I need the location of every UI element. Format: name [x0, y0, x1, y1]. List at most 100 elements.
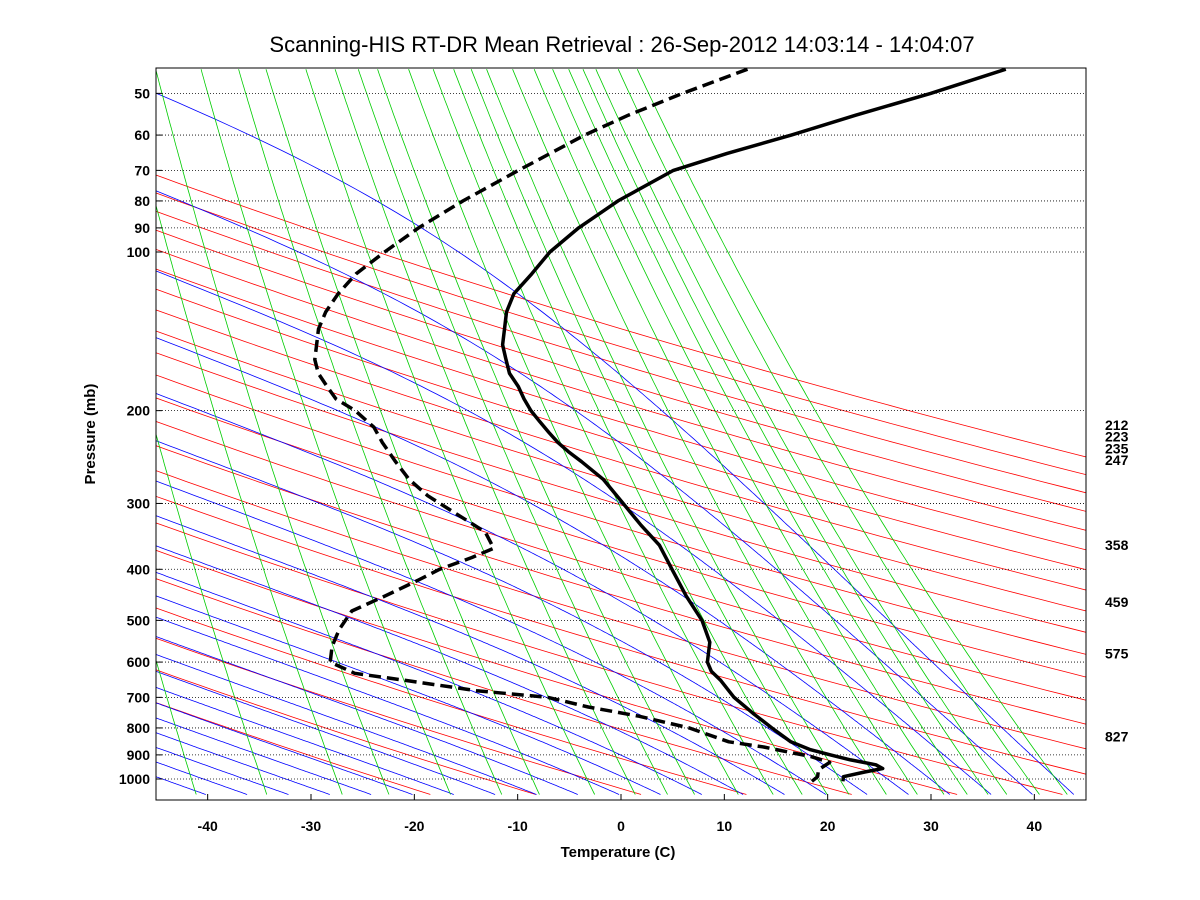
- level-label: 212: [1105, 417, 1129, 433]
- level-label: 358: [1105, 537, 1129, 553]
- dry-adiabat: [156, 578, 852, 795]
- mixing-ratio-line: [636, 69, 1068, 795]
- moist-adiabat: [156, 515, 785, 795]
- y-tick-label: 50: [134, 85, 150, 101]
- dry-adiabat: [156, 174, 1086, 458]
- mixing-ratio-line: [568, 69, 968, 795]
- dry-adiabat: [156, 248, 1086, 531]
- x-tick-label: -40: [198, 818, 218, 834]
- y-axis-ticks: 50 60 70 80 90 100 200 300 400 500 600 700 800 900 100…: [119, 85, 162, 787]
- moist-adiabat: [156, 440, 868, 795]
- mixing-ratio-line: [470, 69, 828, 795]
- y-tick-label: 900: [127, 747, 151, 763]
- moist-adiabat: [156, 545, 744, 795]
- mixing-ratio-line: [156, 432, 268, 795]
- x-axis-label: Temperature (C): [561, 844, 676, 861]
- mixing-ratio-line: [334, 69, 636, 795]
- x-tick-label: -20: [404, 818, 424, 834]
- moist-adiabat: [156, 761, 248, 795]
- mixing-ratio-line: [156, 204, 343, 795]
- moist-adiabat: [156, 480, 826, 795]
- level-label: 235: [1105, 441, 1129, 457]
- mixing-ratio-line: [552, 69, 945, 795]
- mixing-ratio-line: [453, 69, 803, 795]
- level-label: 575: [1105, 645, 1129, 661]
- dry-adiabat: [156, 330, 1086, 612]
- chart-title: Scanning-HIS RT-DR Mean Retrieval : 26-S…: [269, 32, 974, 57]
- level-label: 459: [1105, 594, 1129, 610]
- dry-adiabat: [156, 309, 1086, 591]
- mixing-ratio-line: [238, 69, 503, 795]
- x-tick-label: 30: [923, 818, 939, 834]
- dry-adiabat: [156, 374, 1086, 655]
- sounding-profiles: [313, 68, 1007, 783]
- dry-adiabat: [156, 607, 747, 795]
- dry-adiabat: [156, 522, 1063, 795]
- x-tick-label: -30: [301, 818, 321, 834]
- y-axis-label: Pressure (mb): [82, 384, 99, 485]
- mixing-ratio-line: [200, 69, 451, 795]
- mixing-ratio-line: [408, 69, 739, 795]
- mixing-ratio-line: [156, 658, 197, 795]
- dry-adiabat: [156, 445, 1086, 725]
- y-tick-label: 100: [127, 244, 151, 260]
- moist-adiabat: [156, 571, 702, 795]
- y-tick-label: 1000: [119, 771, 150, 787]
- y-tick-label: 700: [127, 689, 151, 705]
- dry-adiabat: [156, 470, 1086, 750]
- plot-frame: [155, 67, 1087, 801]
- dry-adiabat: [156, 229, 1086, 512]
- moist-adiabat: [156, 746, 289, 795]
- dry-adiabat: [156, 421, 1086, 701]
- y-tick-label: 60: [134, 127, 150, 143]
- y-tick-label: 600: [127, 654, 151, 670]
- y-tick-label: 800: [127, 720, 151, 736]
- mixing-ratio-line: [512, 69, 887, 795]
- moist-adiabat: [156, 190, 1033, 795]
- y-tick-label: 200: [127, 403, 151, 419]
- moist-adiabat: [156, 393, 909, 795]
- y-tick-label: 400: [127, 561, 151, 577]
- dry-adiabat: [156, 210, 1086, 494]
- dry-adiabat: [156, 495, 1086, 775]
- moist-adiabat: [156, 92, 1075, 795]
- moist-adiabat: [156, 270, 992, 795]
- mixing-ratio-line: [357, 69, 668, 795]
- x-tick-label: -10: [508, 818, 528, 834]
- dry-adiabat: [156, 268, 1086, 551]
- y-tick-label: 300: [127, 495, 151, 511]
- moist-adiabat: [156, 670, 496, 795]
- moist-adiabat: [156, 595, 661, 795]
- temperature-profile-line: [500, 68, 1007, 782]
- moist-adiabat: [156, 337, 951, 795]
- level-label: 827: [1105, 729, 1129, 745]
- x-tick-label: 20: [820, 818, 836, 834]
- y-tick-label: 70: [134, 162, 150, 178]
- moist-adiabat: [156, 717, 372, 795]
- mixing-ratio-line: [156, 69, 390, 795]
- mixing-ratio-line: [617, 69, 1040, 795]
- moist-adiabat: [156, 616, 620, 795]
- level-label: 247: [1105, 452, 1129, 468]
- mixing-ratio-line: [582, 69, 989, 795]
- moist-adiabat: [156, 776, 206, 795]
- x-tick-label: 0: [617, 818, 625, 834]
- x-tick-label: 10: [717, 818, 733, 834]
- y-tick-label: 90: [134, 220, 150, 236]
- mixing-ratio-line: [533, 69, 918, 795]
- dry-adiabat: [156, 397, 1086, 678]
- y-tick-label: 80: [134, 193, 150, 209]
- x-tick-label: 40: [1027, 818, 1043, 834]
- x-axis-ticks: -40 -30 -20 -10 0 10 20 30 40: [198, 794, 1043, 834]
- mixing-ratio-line: [305, 69, 595, 795]
- mixing-ratio-line: [377, 69, 695, 795]
- moist-adiabat: [156, 702, 413, 795]
- moist-adiabat: [156, 686, 454, 795]
- thermodynamic-background: [156, 69, 1086, 795]
- dry-adiabat: [156, 352, 1086, 633]
- y-tick-label: 500: [127, 612, 151, 628]
- dry-adiabat: [156, 192, 1086, 476]
- moist-adiabat: [156, 636, 578, 795]
- mixing-ratio-line: [486, 69, 850, 795]
